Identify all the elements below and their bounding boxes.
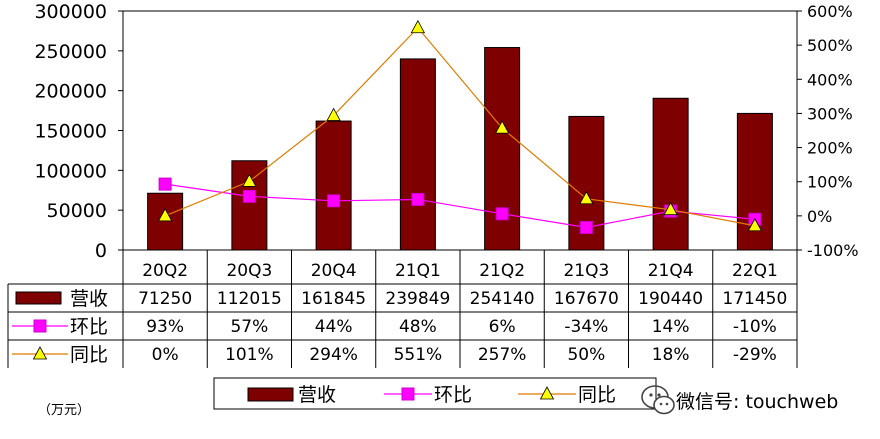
mom-point <box>158 177 172 191</box>
table-cell-value: 239849 <box>385 289 450 309</box>
category-label: 21Q1 <box>395 261 441 281</box>
yoy-point <box>157 208 173 222</box>
table-cell-value: -29% <box>733 345 777 365</box>
mom-point <box>242 189 256 203</box>
legend: 营收 环比 同比 <box>213 377 657 410</box>
table-cell-value: -10% <box>733 317 777 337</box>
legend-key-bar <box>247 387 294 402</box>
yoy-point <box>326 107 341 121</box>
growth-lines <box>157 19 763 234</box>
table-cell-value: 551% <box>394 345 443 365</box>
yoy-point <box>494 120 510 134</box>
right-axis-tick-label: 200% <box>807 139 853 158</box>
row-key-bar <box>15 291 62 305</box>
left-axis-tick-label: 300000 <box>34 1 107 23</box>
revenue-bar <box>399 58 436 251</box>
table-cell-value: 167670 <box>554 289 619 309</box>
right-axis-tick-label: -100% <box>807 241 859 260</box>
yoy-point <box>579 190 594 205</box>
left-axis-tick-label: 250000 <box>34 41 107 63</box>
left-axis-tick-label: 150000 <box>34 121 107 143</box>
right-axis-tick-label: 0% <box>807 207 832 226</box>
left-axis-tick-label: 200000 <box>34 81 107 103</box>
row-header-label: 营收 <box>70 288 108 310</box>
yoy-point <box>242 173 257 187</box>
left-axis-tick-label: 0 <box>95 240 107 262</box>
revenue-bar <box>315 120 352 251</box>
yoy-line <box>164 26 755 227</box>
yoy-point <box>410 19 426 34</box>
table-cell-value: 257% <box>478 345 527 365</box>
table-cell-value: 18% <box>652 345 690 365</box>
data-table: 20Q2 20Q3 20Q4 21Q1 21Q2 21Q3 21Q4 22Q1 营收 71250 1… <box>7 249 798 368</box>
row-header-label: 同比 <box>70 344 108 366</box>
right-axis-tick-label: 500% <box>807 36 853 55</box>
category-label: 21Q4 <box>648 261 694 281</box>
category-label: 22Q1 <box>732 261 778 281</box>
table-cell-value: -34% <box>564 317 608 337</box>
right-axis-tick-label: 400% <box>807 70 853 89</box>
mom-point <box>579 220 593 234</box>
unit-note: （万元） <box>38 403 90 418</box>
table-cell-value: 190440 <box>638 289 703 309</box>
left-axis-tick-label: 100000 <box>34 160 107 182</box>
watermark: 微信号: touchweb <box>641 385 838 415</box>
table-cell-value: 112015 <box>217 289 282 309</box>
table-cell-value: 171450 <box>722 289 787 309</box>
mom-point <box>411 192 425 206</box>
table-cell-value: 71250 <box>138 289 192 309</box>
table-cell-value: 14% <box>652 317 690 337</box>
table-cell-value: 44% <box>315 317 353 337</box>
table-cell-value: 254140 <box>470 289 535 309</box>
table-cell-value: 101% <box>225 345 274 365</box>
row-key-triangle <box>32 346 48 360</box>
table-cell-value: 50% <box>567 345 605 365</box>
right-axis-tick-label: 300% <box>807 104 853 123</box>
right-axis-tick-label: 600% <box>807 2 853 21</box>
yoy-point <box>663 201 678 216</box>
mom-point <box>495 207 509 221</box>
legend-key-square <box>401 387 415 401</box>
category-label: 21Q2 <box>479 261 525 281</box>
category-label: 20Q3 <box>226 261 272 281</box>
table-cell-value: 0% <box>152 345 179 365</box>
category-label: 21Q3 <box>563 261 609 281</box>
mom-line <box>165 183 755 229</box>
category-label: 20Q4 <box>311 261 357 281</box>
legend-label: 营收 <box>298 384 336 406</box>
table-cell-value: 161845 <box>301 289 366 309</box>
table-cell-value: 6% <box>489 317 516 337</box>
legend-label: 环比 <box>434 384 472 406</box>
revenue-bar <box>147 192 184 251</box>
yoy-point <box>747 217 763 232</box>
table-cell-value: 48% <box>399 317 437 337</box>
revenue-bar <box>652 97 689 251</box>
table-cell-value: 57% <box>230 317 268 337</box>
table-cell-value: 294% <box>309 345 358 365</box>
left-axis-tick-label: 50000 <box>47 200 107 222</box>
legend-label: 同比 <box>578 384 616 406</box>
row-key-square <box>33 319 47 333</box>
category-label: 20Q2 <box>142 261 188 281</box>
legend-key-triangle <box>539 386 555 400</box>
axes: 0 50000 100000 150000 200000 250000 300000 -100… <box>34 1 858 262</box>
watermark-text: 微信号: touchweb <box>676 391 838 413</box>
row-header-label: 环比 <box>70 316 108 338</box>
right-axis-tick-label: 100% <box>807 173 853 192</box>
mom-point <box>327 194 341 208</box>
table-cell-value: 93% <box>146 317 184 337</box>
wechat-icon <box>641 385 675 415</box>
